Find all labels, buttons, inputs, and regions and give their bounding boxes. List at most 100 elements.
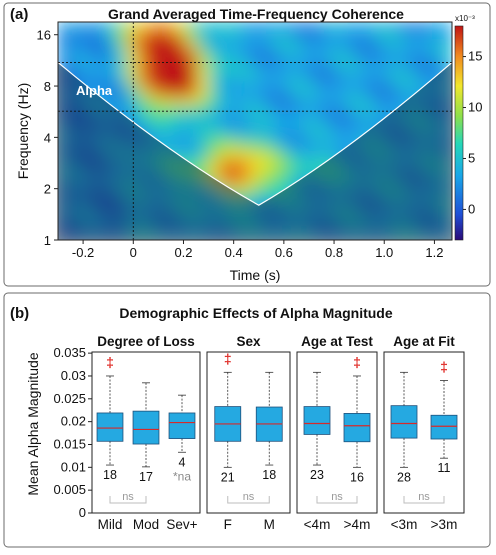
heatmap-cell bbox=[405, 63, 418, 73]
colorbar-tick-label: 0 bbox=[468, 201, 475, 216]
heatmap-cell bbox=[150, 63, 163, 73]
heatmap-cell bbox=[324, 138, 337, 149]
heatmap-cell bbox=[196, 96, 210, 107]
heatmap-cell bbox=[150, 189, 163, 199]
heatmap-cell bbox=[266, 22, 279, 31]
box-iqr bbox=[430, 414, 458, 440]
heatmap-cell bbox=[405, 105, 418, 115]
heatmap-cell bbox=[115, 122, 129, 132]
heatmap-cell bbox=[127, 172, 140, 182]
heatmap-cell bbox=[161, 96, 175, 107]
heatmap-cell bbox=[58, 172, 71, 182]
significance-dagger: ‡ bbox=[106, 354, 114, 370]
heatmap-cell bbox=[80, 172, 94, 182]
heatmap-cell bbox=[208, 147, 221, 157]
box-plot: 18 bbox=[255, 371, 283, 482]
heatmap-cell bbox=[115, 231, 129, 240]
heatmap-cell bbox=[370, 214, 383, 224]
heatmap-cell bbox=[312, 122, 326, 132]
sample-size-label: 21 bbox=[221, 470, 235, 484]
heatmap-cell bbox=[277, 105, 291, 115]
heatmap-cell bbox=[439, 96, 452, 107]
heatmap-cell bbox=[266, 231, 279, 240]
category-label: Sev+ bbox=[166, 517, 197, 532]
heatmap-cell bbox=[335, 180, 349, 191]
heatmap-cell bbox=[254, 71, 268, 82]
heatmap-cell bbox=[219, 205, 233, 216]
heatmap-cell bbox=[103, 130, 117, 140]
heatmap-cell bbox=[196, 71, 210, 82]
heatmap-cell bbox=[428, 46, 441, 57]
heatmap-cell bbox=[335, 222, 349, 233]
heatmap-cell bbox=[428, 222, 441, 233]
heatmap-cell bbox=[184, 22, 198, 31]
heatmap-cell bbox=[115, 22, 129, 31]
heatmap-cell bbox=[312, 214, 326, 224]
colorbar-tick-label: 10 bbox=[468, 100, 482, 115]
heatmap-cell bbox=[58, 222, 71, 233]
heatmap-cell bbox=[173, 205, 186, 216]
heatmap-cell bbox=[173, 63, 186, 73]
heatmap-cell bbox=[196, 214, 210, 224]
heatmap-cell bbox=[289, 164, 302, 174]
box-group: Age at Fit 28 <3m ‡ 11 >3m ns bbox=[383, 334, 465, 532]
panel-a-title: Grand Averaged Time-Frequency Coherence bbox=[108, 6, 404, 22]
heatmap-cell bbox=[103, 71, 117, 82]
heatmap-cell bbox=[196, 88, 210, 98]
heatmap-cell bbox=[289, 55, 302, 65]
heatmap-cell bbox=[231, 46, 244, 57]
heatmap-cell bbox=[266, 138, 279, 149]
heatmap-cell bbox=[324, 55, 337, 65]
heatmap-cell bbox=[370, 222, 383, 233]
heatmap-cell bbox=[231, 122, 244, 132]
heatmap-cell bbox=[416, 222, 430, 233]
heatmap-cell bbox=[266, 130, 279, 140]
heatmap-cell bbox=[161, 180, 175, 191]
heatmap-cell bbox=[405, 130, 418, 140]
heatmap-cell bbox=[416, 231, 430, 240]
heatmap-cell bbox=[196, 38, 210, 48]
heatmap-cell bbox=[289, 130, 302, 140]
heatmap-cell bbox=[405, 29, 418, 40]
heatmap-cell bbox=[242, 214, 256, 224]
heatmap-cell bbox=[150, 71, 163, 82]
heatmap-cell bbox=[184, 71, 198, 82]
heatmap-cell bbox=[208, 55, 221, 65]
heatmap-cell bbox=[254, 147, 268, 157]
heatmap-cell bbox=[80, 205, 94, 216]
heatmap-cell bbox=[381, 71, 395, 82]
heatmap-cell bbox=[289, 63, 302, 73]
heatmap-cell bbox=[266, 122, 279, 132]
heatmap-cell bbox=[69, 222, 82, 233]
heatmap-cell bbox=[312, 172, 326, 182]
heatmap-cell bbox=[289, 105, 302, 115]
heatmap-cell bbox=[405, 231, 418, 240]
heatmap-cell bbox=[405, 88, 418, 98]
heatmap-cell bbox=[358, 164, 372, 174]
heatmap-cell bbox=[347, 113, 360, 124]
heatmap-cell bbox=[370, 189, 383, 199]
heatmap-cell bbox=[428, 147, 441, 157]
heatmap-cell bbox=[80, 63, 94, 73]
heatmap-cell bbox=[405, 147, 418, 157]
heatmap-cell bbox=[416, 22, 430, 31]
heatmap-cell bbox=[324, 189, 337, 199]
heatmap-cell bbox=[184, 38, 198, 48]
heatmap-cell bbox=[416, 122, 430, 132]
heatmap-cell bbox=[115, 164, 129, 174]
colorbar-tick-label: 15 bbox=[468, 49, 482, 64]
heatmap-cell bbox=[335, 197, 349, 207]
heatmap-cell bbox=[439, 122, 452, 132]
heatmap-cell bbox=[161, 88, 175, 98]
heatmap-cell bbox=[138, 29, 152, 40]
heatmap-cell bbox=[277, 96, 291, 107]
heatmap-cell bbox=[439, 113, 452, 124]
heatmap-cell bbox=[300, 55, 314, 65]
heatmap-cell bbox=[358, 172, 372, 182]
heatmap-cell bbox=[300, 147, 314, 157]
heatmap-cell bbox=[381, 22, 395, 31]
heatmap-cell bbox=[103, 63, 117, 73]
heatmap-cell bbox=[138, 71, 152, 82]
heatmap-cell bbox=[416, 55, 430, 65]
heatmap-cell bbox=[138, 38, 152, 48]
